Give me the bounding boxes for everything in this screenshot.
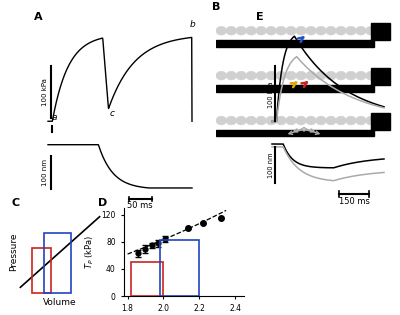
Text: E: E — [256, 12, 264, 22]
Circle shape — [356, 26, 366, 35]
Circle shape — [356, 71, 366, 80]
Text: 100 kPa: 100 kPa — [42, 78, 48, 106]
Circle shape — [336, 26, 346, 35]
Circle shape — [326, 26, 336, 35]
Text: D: D — [98, 198, 107, 208]
Bar — [371, 112, 390, 130]
Circle shape — [316, 26, 326, 35]
Bar — [131, 262, 164, 296]
Circle shape — [306, 71, 316, 80]
Text: 100 nm: 100 nm — [268, 153, 274, 178]
Circle shape — [286, 71, 296, 80]
Text: B: B — [212, 2, 221, 12]
Circle shape — [226, 71, 236, 80]
Circle shape — [216, 26, 226, 35]
Circle shape — [256, 71, 266, 80]
Circle shape — [246, 26, 256, 35]
Circle shape — [336, 71, 346, 80]
Circle shape — [256, 116, 266, 125]
Bar — [216, 85, 374, 92]
Circle shape — [266, 116, 276, 125]
Text: 150 ms: 150 ms — [339, 198, 370, 206]
Circle shape — [236, 71, 246, 80]
Text: a: a — [52, 113, 57, 122]
Text: 50 ms: 50 ms — [127, 201, 153, 210]
Circle shape — [226, 116, 236, 125]
Circle shape — [226, 26, 236, 35]
Text: Pressure: Pressure — [9, 233, 18, 271]
Circle shape — [256, 26, 266, 35]
Circle shape — [346, 116, 356, 125]
Circle shape — [276, 71, 286, 80]
Circle shape — [326, 116, 336, 125]
Circle shape — [266, 71, 276, 80]
Text: Volume: Volume — [43, 298, 77, 307]
Text: C: C — [12, 198, 20, 208]
Circle shape — [246, 116, 256, 125]
Circle shape — [266, 26, 276, 35]
Circle shape — [296, 71, 306, 80]
Text: 100 nm: 100 nm — [42, 159, 48, 186]
Circle shape — [366, 26, 376, 35]
Circle shape — [316, 71, 326, 80]
Circle shape — [276, 26, 286, 35]
Circle shape — [216, 116, 226, 125]
Circle shape — [356, 116, 366, 125]
Bar — [371, 68, 390, 85]
Bar — [216, 40, 374, 47]
Circle shape — [306, 116, 316, 125]
Circle shape — [236, 26, 246, 35]
Circle shape — [286, 26, 296, 35]
Circle shape — [366, 116, 376, 125]
Circle shape — [346, 26, 356, 35]
Circle shape — [306, 26, 316, 35]
Circle shape — [326, 71, 336, 80]
Circle shape — [246, 71, 256, 80]
Circle shape — [366, 71, 376, 80]
Y-axis label: $T_P$ (kPa): $T_P$ (kPa) — [83, 235, 96, 269]
Circle shape — [286, 116, 296, 125]
Circle shape — [346, 71, 356, 80]
Circle shape — [296, 116, 306, 125]
Circle shape — [216, 71, 226, 80]
Text: 100 kPa: 100 kPa — [268, 82, 274, 108]
Circle shape — [316, 116, 326, 125]
Bar — [44, 232, 70, 293]
Bar — [371, 23, 390, 40]
Text: c: c — [110, 109, 115, 118]
Circle shape — [236, 116, 246, 125]
Circle shape — [276, 116, 286, 125]
Circle shape — [296, 26, 306, 35]
Bar — [216, 129, 374, 136]
Circle shape — [336, 116, 346, 125]
Text: b: b — [190, 20, 195, 29]
Bar — [32, 249, 51, 293]
Bar — [160, 240, 199, 296]
Text: A: A — [34, 12, 42, 22]
